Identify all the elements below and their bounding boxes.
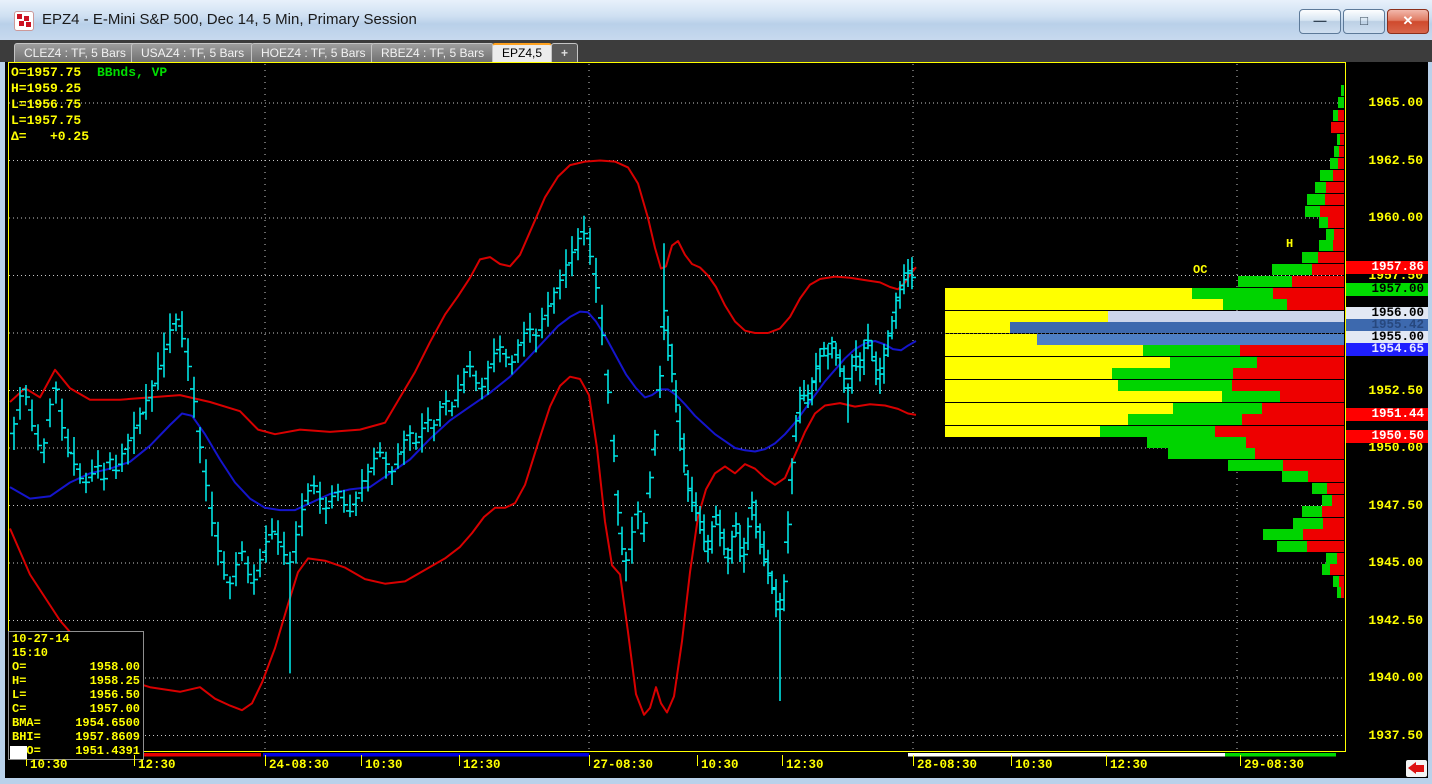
time-axis-tick (589, 755, 590, 766)
data-window-row: BMA= 1954.6500 (12, 716, 140, 730)
price-level-badge: 1957.00 (1346, 283, 1428, 296)
minimize-icon: — (1313, 13, 1327, 28)
price-axis-label: 1962.50 (1368, 153, 1423, 168)
time-axis-tick (134, 755, 135, 766)
time-axis-label: 12:30 (463, 758, 501, 772)
price-axis-label: 1960.00 (1368, 210, 1423, 225)
price-axis-label: 1942.50 (1368, 613, 1423, 628)
chart-annotation-oc: OC (1193, 263, 1208, 277)
data-window-row: L= 1956.50 (12, 688, 140, 702)
data-window-row: 10-27-14 (12, 632, 70, 646)
tab-rbez4[interactable]: RBEZ4 : TF, 5 Bars (371, 43, 495, 63)
time-axis-tick (1240, 755, 1241, 766)
time-axis-label: 12:30 (138, 758, 176, 772)
chart-annotation-h: H (1286, 237, 1294, 251)
time-axis-label: 10:30 (701, 758, 739, 772)
time-axis-label: 24-08:30 (269, 758, 330, 772)
title-bar[interactable]: EPZ4 - E-Mini S&P 500, Dec 14, 5 Min, Pr… (0, 0, 1432, 40)
time-axis-label: 28-08:30 (917, 758, 978, 772)
time-axis-tick (26, 755, 27, 766)
close-icon: ✕ (1402, 13, 1414, 28)
indicator-labels: BBnds, VP (97, 65, 168, 80)
tab-epz45[interactable]: EPZ4,5 (492, 43, 553, 64)
price-level-badge: 1956.00 (1346, 307, 1428, 320)
price-level-badge: 1954.65 (1346, 343, 1428, 356)
time-axis-tick (1011, 755, 1012, 766)
price-level-badge: 1955.42 (1346, 319, 1428, 332)
data-window-row: O= 1958.00 (12, 660, 140, 674)
tab-hoez4[interactable]: HOEZ4 : TF, 5 Bars (251, 43, 376, 63)
chart-tab-bar: CLEZ4 : TF, 5 Bars USAZ4 : TF, 5 Bars HOEZ… (0, 40, 1432, 64)
price-axis-label: 1952.50 (1368, 383, 1423, 398)
data-window-row: BLO=1951.4391 (12, 744, 140, 758)
time-axis-tick (782, 755, 783, 766)
time-axis-tick (1106, 755, 1107, 766)
price-level-badge: 1955.00 (1346, 331, 1428, 344)
time-axis-tick (361, 755, 362, 766)
time-axis-tick (459, 755, 460, 766)
price-axis-label: 1947.50 (1368, 498, 1423, 513)
time-axis-label: 29-08:30 (1244, 758, 1305, 772)
window-title: EPZ4 - E-Mini S&P 500, Dec 14, 5 Min, Pr… (42, 11, 417, 28)
scroll-left-arrow-icon[interactable] (1406, 760, 1427, 777)
time-axis-label: 12:30 (1110, 758, 1148, 772)
price-axis-label: 1950.00 (1368, 440, 1423, 455)
price-axis-label: 1965.00 (1368, 95, 1423, 110)
price-axis-label: 1945.00 (1368, 555, 1423, 570)
minimize-button[interactable]: — (1299, 9, 1341, 34)
price-level-badge: 1950.50 (1346, 430, 1428, 443)
data-window-row: 15:10 (12, 646, 49, 660)
time-axis-label: 12:30 (786, 758, 824, 772)
data-window-row: H= 1958.25 (12, 674, 140, 688)
add-tab-button[interactable]: + (551, 43, 579, 63)
data-window-row: C= 1957.00 (12, 702, 140, 716)
time-axis-label: 10:30 (365, 758, 403, 772)
time-axis-tick (265, 755, 266, 766)
price-level-badge: 1957.86 (1346, 261, 1428, 274)
time-axis-label: 10:30 (30, 758, 68, 772)
close-button[interactable]: ✕ (1387, 9, 1429, 34)
data-window: 10-27-14 15:10 O= 1958.00 H= 1958.25 L= 1956.50… (8, 631, 144, 760)
maximize-icon: □ (1360, 13, 1368, 28)
app-icon (14, 11, 34, 31)
time-axis-tick (913, 755, 914, 766)
scrollbar-thumb[interactable] (10, 746, 27, 759)
data-window-row: BHI= 1957.8609 (12, 730, 140, 744)
tab-clez4[interactable]: CLEZ4 : TF, 5 Bars (14, 43, 136, 63)
price-level-badge: 1951.44 (1346, 408, 1428, 421)
maximize-button[interactable]: □ (1343, 9, 1385, 34)
quote-overlay: O=1957.75 H=1959.25 L=1956.75 L=1957.75 … (11, 65, 90, 144)
price-axis-label: 1940.00 (1368, 670, 1423, 685)
price-axis-label: 1937.50 (1368, 728, 1423, 743)
time-axis-tick (697, 755, 698, 766)
time-axis-label: 10:30 (1015, 758, 1053, 772)
time-axis-label: 27-08:30 (593, 758, 654, 772)
